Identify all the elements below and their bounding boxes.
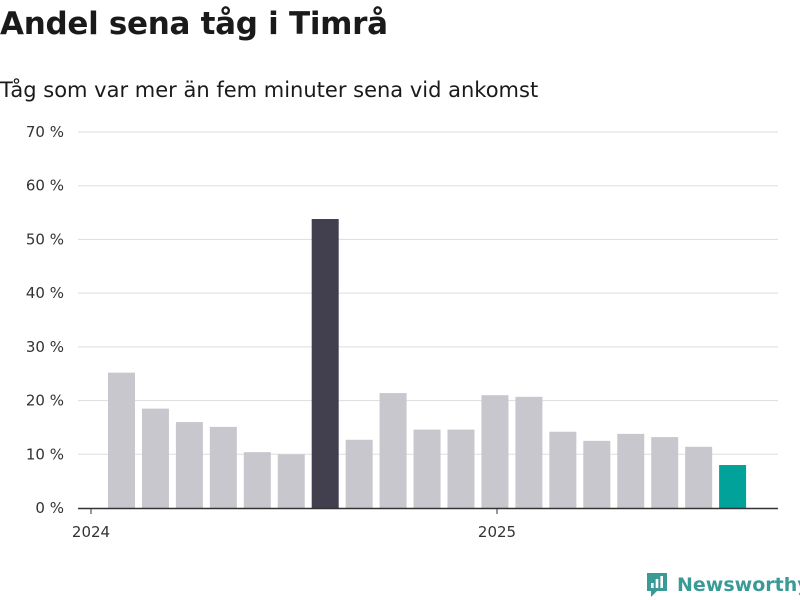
bar — [685, 446, 713, 508]
bar — [719, 465, 747, 508]
bar — [108, 372, 135, 508]
bar — [447, 429, 475, 508]
bar — [651, 437, 679, 508]
chart-title: Andel sena tåg i Timrå — [0, 6, 388, 42]
y-tick-label: 40 % — [26, 284, 64, 302]
chart-subtitle: Tåg som var mer än fem minuter sena vid … — [0, 78, 539, 102]
newsworthy-logo-icon — [647, 573, 667, 597]
bars — [108, 219, 747, 508]
bar — [583, 440, 611, 508]
gridlines — [78, 131, 778, 455]
y-tick-label: 30 % — [26, 338, 64, 356]
bar — [413, 429, 441, 508]
newsworthy-logo: Newsworthy — [645, 570, 800, 600]
bar — [243, 452, 271, 508]
y-tick-label: 60 % — [26, 177, 64, 195]
bar — [311, 219, 339, 508]
bar — [379, 393, 407, 508]
y-tick-label: 50 % — [26, 230, 64, 248]
y-tick-label: 10 % — [26, 445, 64, 463]
y-tick-label: 70 % — [26, 123, 64, 141]
bar — [141, 408, 169, 508]
y-tick-label: 20 % — [26, 392, 64, 410]
bar — [175, 422, 203, 508]
bar — [549, 431, 577, 508]
x-axis-ticks: 2024 2025 — [72, 508, 516, 541]
bar — [345, 439, 373, 508]
bar — [515, 396, 543, 508]
y-tick-label: 0 % — [35, 499, 64, 517]
y-axis-ticks: 0 % 10 % 20 % 30 % 40 % 50 % 60 % 70 % — [26, 123, 64, 517]
bar — [481, 395, 509, 508]
bar — [617, 433, 645, 508]
brand-name: Newsworthy — [677, 574, 800, 596]
bar-chart: 0 % 10 % 20 % 30 % 40 % 50 % 60 % 70 % 2024 2025 — [26, 123, 778, 541]
bar — [209, 426, 237, 508]
x-tick-label: 2024 — [72, 523, 110, 541]
bar — [277, 454, 305, 508]
x-tick-label: 2025 — [478, 523, 516, 541]
